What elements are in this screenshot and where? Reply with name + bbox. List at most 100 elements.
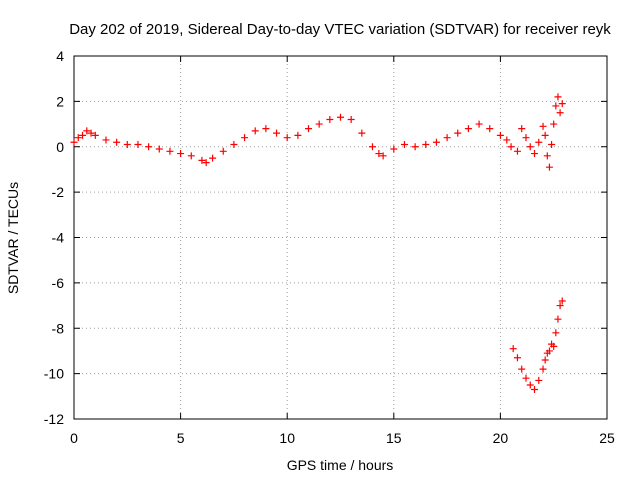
x-tick-label: 20 — [493, 430, 509, 446]
data-point — [177, 150, 185, 158]
data-point — [79, 131, 87, 139]
data-point — [209, 154, 217, 162]
y-axis-label: SDTVAR / TECUs — [5, 182, 21, 294]
data-point — [541, 131, 549, 139]
data-point — [545, 347, 553, 355]
data-point — [294, 131, 302, 139]
tick-labels: 0 5 10 15 20 25 -12 -10 -8 -6 -4 -2 0 2 4 — [44, 48, 615, 446]
x-tick-label: 15 — [386, 430, 402, 446]
data-point — [554, 315, 562, 323]
data-point — [326, 116, 334, 124]
data-point — [535, 138, 543, 146]
data-point — [513, 354, 521, 362]
data-point — [522, 134, 530, 142]
data-point — [526, 381, 534, 389]
series-2 — [509, 297, 566, 394]
y-tick-label: -12 — [44, 411, 64, 427]
data-point — [422, 140, 430, 148]
data-point — [545, 163, 553, 171]
data-point — [91, 131, 99, 139]
data-points — [70, 93, 566, 394]
y-tick-label: -6 — [52, 275, 65, 291]
x-tick-label: 25 — [599, 430, 615, 446]
data-point — [411, 143, 419, 151]
data-point — [531, 150, 539, 158]
y-tick-label: -4 — [52, 230, 65, 246]
series-0 — [70, 113, 511, 167]
data-point — [509, 345, 517, 353]
data-point — [219, 147, 227, 155]
data-point — [539, 365, 547, 373]
data-point — [145, 143, 153, 151]
data-point — [283, 134, 291, 142]
series-1 — [507, 93, 566, 171]
data-point — [375, 150, 383, 158]
data-point — [390, 145, 398, 153]
y-tick-label: -10 — [44, 366, 64, 382]
data-point — [531, 386, 539, 394]
data-point — [486, 125, 494, 133]
x-tick-label: 10 — [279, 430, 295, 446]
data-point — [347, 116, 355, 124]
data-point — [379, 152, 387, 160]
data-point — [556, 109, 564, 117]
data-point — [522, 374, 530, 382]
axis-ticks — [73, 55, 608, 420]
data-point — [87, 129, 95, 137]
data-point — [113, 138, 121, 146]
data-point — [558, 297, 566, 305]
y-tick-label: 2 — [56, 93, 64, 109]
data-point — [368, 143, 376, 151]
y-tick-label: -2 — [52, 184, 65, 200]
data-point — [358, 129, 366, 137]
data-point — [443, 134, 451, 142]
data-point — [198, 156, 206, 164]
x-axis-label: GPS time / hours — [287, 457, 394, 473]
data-point — [518, 125, 526, 133]
data-point — [432, 138, 440, 146]
data-point — [454, 129, 462, 137]
data-point — [475, 120, 483, 128]
data-point — [187, 152, 195, 160]
data-point — [503, 136, 511, 144]
y-tick-label: -8 — [52, 320, 65, 336]
data-point — [166, 147, 174, 155]
data-point — [83, 127, 91, 135]
data-point — [513, 147, 521, 155]
data-point — [535, 376, 543, 384]
data-point — [123, 140, 131, 148]
grid-lines — [74, 56, 607, 419]
data-point — [102, 136, 110, 144]
data-point — [552, 329, 560, 337]
data-point — [548, 140, 556, 148]
data-point — [550, 120, 558, 128]
data-point — [518, 365, 526, 373]
data-point — [202, 159, 210, 167]
data-point — [70, 138, 78, 146]
data-point — [550, 342, 558, 350]
data-point — [273, 129, 281, 137]
x-tick-label: 0 — [70, 430, 78, 446]
data-point — [507, 143, 515, 151]
data-point — [241, 134, 249, 142]
data-point — [554, 93, 562, 101]
data-point — [464, 125, 472, 133]
data-point — [556, 302, 564, 310]
data-point — [496, 131, 504, 139]
data-point — [543, 152, 551, 160]
data-point — [251, 127, 259, 135]
data-point — [155, 145, 163, 153]
data-point — [558, 100, 566, 108]
data-point — [262, 125, 270, 133]
x-tick-label: 5 — [177, 430, 185, 446]
data-point — [337, 113, 344, 121]
data-point — [526, 143, 534, 151]
data-point — [134, 140, 142, 148]
data-point — [305, 125, 313, 133]
data-point — [400, 140, 408, 148]
data-point — [74, 134, 82, 142]
y-tick-label: 4 — [56, 48, 64, 64]
data-point — [539, 122, 547, 130]
